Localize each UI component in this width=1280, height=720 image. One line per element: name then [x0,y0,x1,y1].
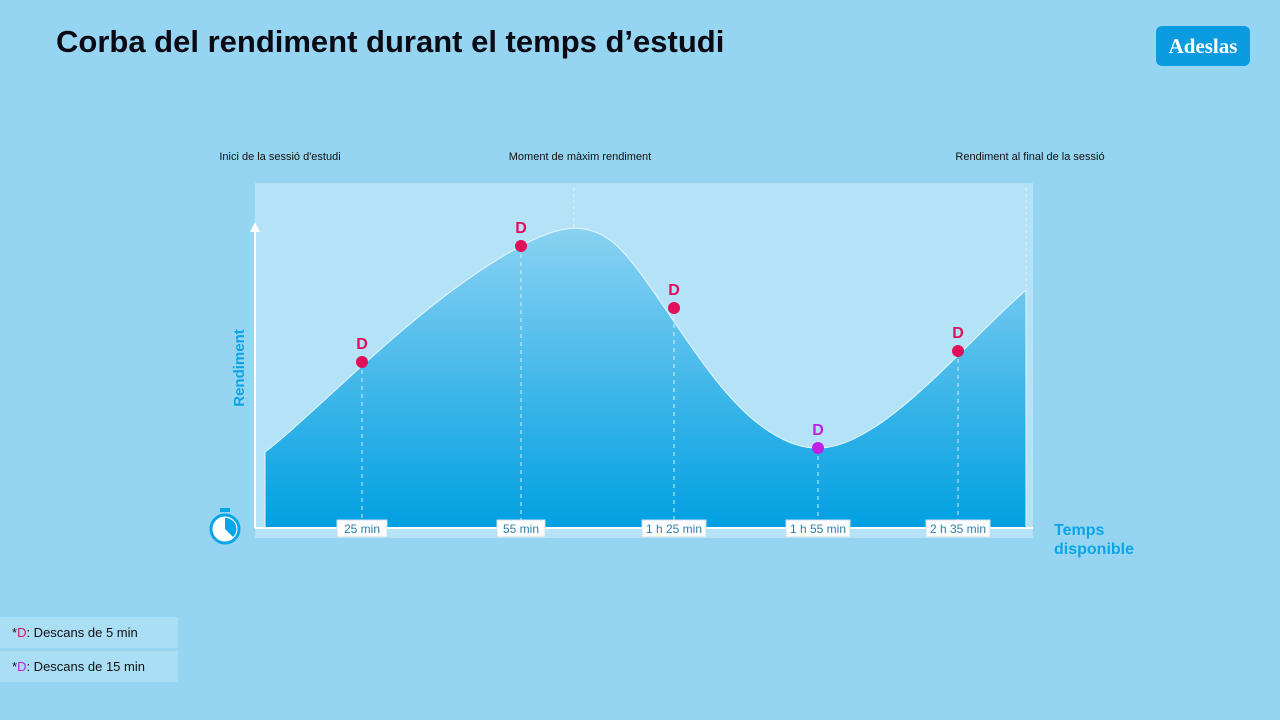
break-marker: D [952,325,964,342]
legend-prefix: * [12,659,18,674]
logo: Adeslas [1156,26,1250,66]
break-marker: D [515,220,527,237]
break-marker: D [356,336,368,353]
arrow [250,222,260,232]
legend-prefix: * [12,625,18,640]
break-dot [812,442,824,454]
time-box [785,519,851,538]
time-label: 2 h 35 min [930,522,986,536]
time-label: 55 min [503,522,539,536]
x-axis-label: Temps disponible [1054,522,1134,558]
stopwatch-icon [209,508,241,545]
time-label: 25 min [344,522,380,536]
break-dot [515,240,527,252]
break-dot [668,302,680,314]
time-label: 1 h 25 min [646,522,702,536]
legend-marker: D [17,659,27,674]
time-box [336,519,388,538]
legend-item: *D: Descans de 5 min [0,617,178,648]
legend-marker: D [17,625,27,640]
phase-label: Rendiment al final de la sessió [955,151,1104,163]
time-box [925,519,991,538]
break-dot [356,356,368,368]
phase-label: Inici de la sessió d'estudi [219,151,340,163]
time-label: 1 h 55 min [790,522,846,536]
legend-text: : Descans de 5 min [26,625,138,640]
break-dot [952,345,964,357]
legend-text: : Descans de 15 min [26,659,145,674]
time-box [496,519,546,538]
curve-area [264,227,1027,529]
y-axis-label: Rendiment [231,329,248,407]
break-marker: D [668,282,680,299]
legend-item: *D: Descans de 15 min [0,651,178,682]
phase-label: Moment de màxim rendiment [509,151,651,163]
break-marker: D [812,422,824,439]
title: Corba del rendiment durant el temps d’es… [56,24,725,59]
time-box [641,519,707,538]
